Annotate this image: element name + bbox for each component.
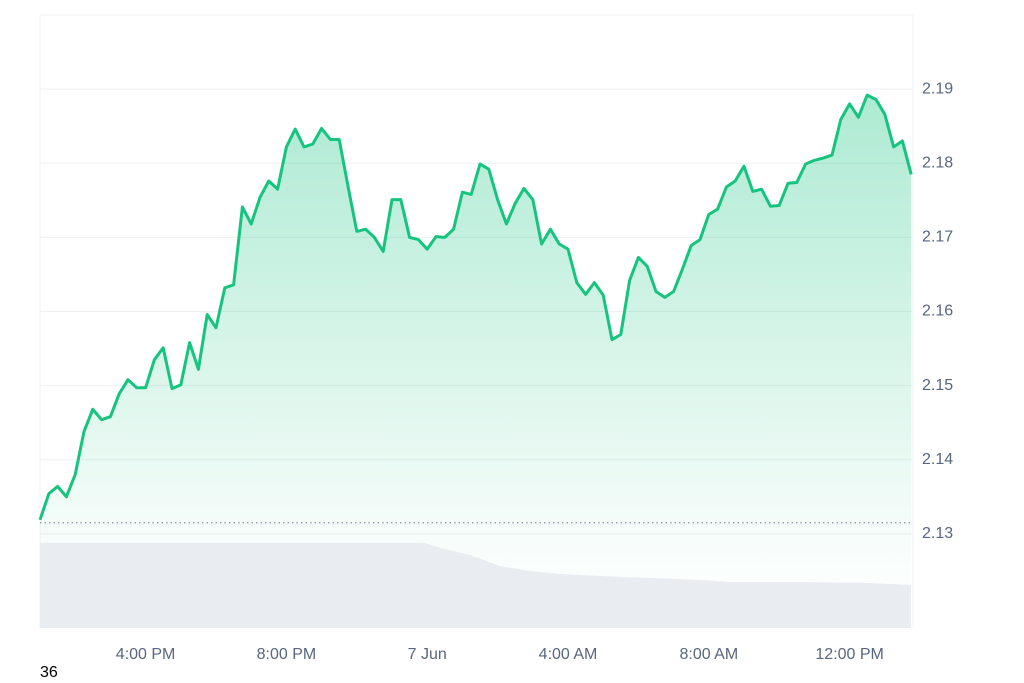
x-tick-label: 8:00 AM (679, 646, 738, 663)
price-line (38, 93, 913, 521)
x-tick-label: 4:00 AM (539, 646, 598, 663)
y-tick-label: 2.14 (922, 451, 953, 468)
x-tick-label: 12:00 PM (815, 646, 883, 663)
y-tick-label: 2.17 (922, 229, 953, 246)
y-tick-label: 2.19 (922, 80, 953, 97)
y-tick-label: 2.18 (922, 154, 953, 171)
page-number: 36 (40, 664, 58, 681)
y-tick-label: 2.16 (922, 303, 953, 320)
volume-bars (40, 543, 911, 628)
y-tick-label: 2.13 (922, 525, 953, 542)
y-tick-label: 2.15 (922, 377, 953, 394)
area-fill (40, 95, 912, 629)
x-tick-label: 4:00 PM (116, 646, 176, 663)
x-tick-label: 7 Jun (408, 646, 447, 663)
x-tick-label: 8:00 PM (257, 646, 317, 663)
